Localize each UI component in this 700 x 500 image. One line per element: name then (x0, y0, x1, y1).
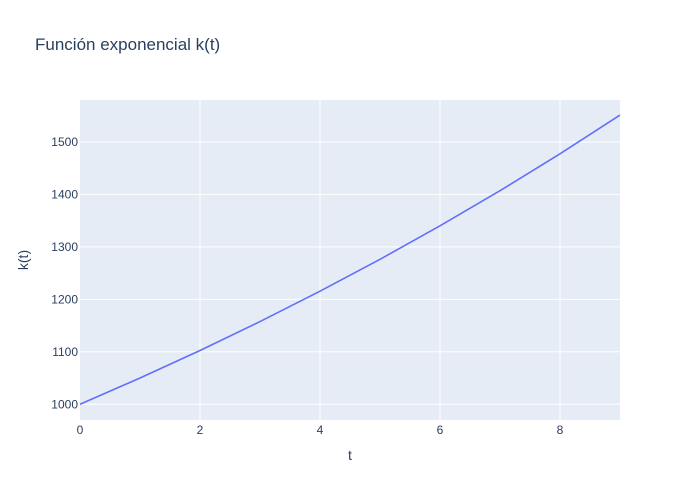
y-axis-title: k(t) (15, 250, 31, 270)
x-tick-label: 6 (437, 423, 444, 437)
grid (80, 100, 620, 420)
x-tick-label: 2 (197, 423, 204, 437)
plot-area (80, 100, 620, 420)
series (79, 114, 621, 405)
y-tick-label: 1400 (51, 187, 78, 201)
tick-labels: 0 2 4 6 8 1000 1100 1200 1300 1400 1500 (51, 135, 563, 437)
y-tick-label: 1500 (51, 135, 78, 149)
y-tick-label: 1000 (51, 397, 78, 411)
x-tick-label: 0 (77, 423, 84, 437)
y-tick-label: 1100 (52, 345, 78, 359)
y-tick-label: 1300 (51, 240, 78, 254)
y-tick-label: 1200 (51, 292, 78, 306)
x-axis-title: t (348, 447, 352, 463)
series-line (79, 114, 621, 405)
chart-title: Función exponencial k(t) (35, 35, 220, 54)
x-tick-label: 4 (317, 423, 324, 437)
x-tick-label: 8 (557, 423, 564, 437)
